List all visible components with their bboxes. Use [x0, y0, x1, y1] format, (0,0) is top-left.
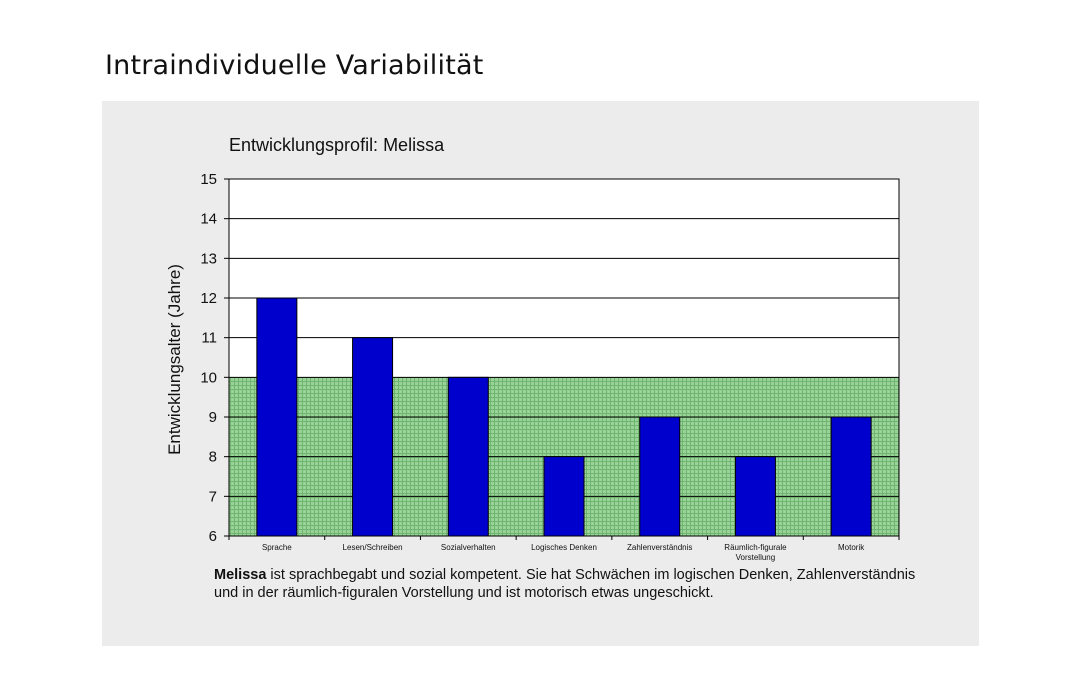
plot-border: [228, 178, 900, 537]
y-tick-label: 15: [200, 171, 217, 188]
x-tick-label: Motorik: [838, 543, 865, 552]
bar: [543, 456, 585, 537]
bar: [734, 456, 776, 537]
chart-panel: Entwicklungsprofil: Melissa 6 7 8 9 10 11 12 13…: [102, 101, 979, 646]
x-tick-label: Lesen/Schreiben: [343, 543, 403, 552]
y-tick-label: 8: [209, 449, 217, 466]
y-tick-label: 6: [209, 528, 217, 545]
y-tick-label: 7: [209, 488, 217, 505]
chart-title: Entwicklungsprofil: Melissa: [229, 135, 445, 155]
x-tick-label: Logisches Denken: [531, 543, 597, 552]
bar-chart: 6 7 8 9 10 11 12 13 14 15 Sprache Lesen/Schreiben So…: [165, 171, 900, 562]
x-tick-label: Sozialverhalten: [441, 543, 496, 552]
caption-name: Melissa: [214, 567, 267, 583]
y-tick-label: 11: [201, 330, 217, 347]
bar: [639, 416, 681, 537]
y-axis-label: Entwicklungsalter (Jahre): [165, 264, 184, 455]
slide-title: Intraindividuelle Variabilität: [105, 50, 484, 81]
y-tick-label: 14: [200, 211, 217, 228]
bar: [256, 297, 298, 537]
bar: [447, 376, 489, 537]
x-tick-label: Zahlenverständnis: [627, 543, 692, 552]
y-tick-label: 13: [200, 250, 217, 267]
x-tick-label: Sprache: [262, 543, 292, 552]
bar: [352, 337, 394, 537]
x-tick-label: Räumlich-figurale Vorstellung: [724, 543, 787, 562]
chart-caption: Melissa ist sprachbegabt und sozial komp…: [214, 567, 934, 602]
caption-text: ist sprachbegabt und sozial kompetent. S…: [214, 567, 916, 601]
bar: [830, 416, 872, 537]
y-tick-label: 10: [200, 369, 217, 386]
y-tick-label: 9: [209, 409, 217, 426]
y-tick-label: 12: [200, 290, 217, 307]
